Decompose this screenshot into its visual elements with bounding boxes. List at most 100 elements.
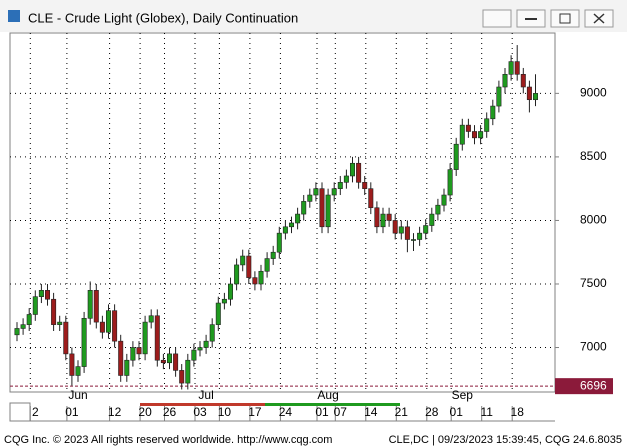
month-label: Jul <box>198 388 213 402</box>
candle-body <box>44 290 50 300</box>
candle-body <box>453 143 459 170</box>
candle-body <box>63 321 69 355</box>
candle-body <box>514 61 520 75</box>
candle-body <box>124 359 130 376</box>
candle-body <box>441 194 447 206</box>
month-label: Jun <box>68 388 87 402</box>
candle-body <box>106 310 112 333</box>
candle-body <box>38 290 44 297</box>
candle-body <box>429 213 435 226</box>
x-tick-label: 18 <box>511 405 525 419</box>
close-glyph <box>593 13 605 24</box>
candle-body <box>112 310 118 342</box>
candle-body <box>368 188 374 209</box>
price-tag-label: 6696 <box>580 378 607 392</box>
candle-body <box>374 207 380 228</box>
candle-body <box>484 118 490 132</box>
candle-body <box>404 226 410 240</box>
x-tick-label: 01 <box>65 405 79 419</box>
candle-body <box>203 340 209 348</box>
x-tick-label: 01 <box>315 405 329 419</box>
candle-body <box>14 328 20 336</box>
candle-body <box>130 347 136 361</box>
candle-body <box>228 283 234 300</box>
candle-body <box>32 296 38 315</box>
candle-body <box>276 232 282 253</box>
candle-body <box>532 93 538 101</box>
y-tick-label: 9000 <box>580 86 607 100</box>
candle-body <box>142 321 148 355</box>
month-label: Aug <box>317 388 338 402</box>
candle-body <box>118 340 124 376</box>
candle-body <box>154 315 160 361</box>
candle-body <box>148 315 154 323</box>
candle-body <box>356 162 362 183</box>
candle-body <box>270 251 276 259</box>
maximize-button[interactable] <box>550 9 580 28</box>
candle-body <box>20 324 26 329</box>
candle-body <box>337 182 343 189</box>
maximize-glyph <box>559 13 571 24</box>
period-bar-red <box>140 403 265 406</box>
candle-body <box>258 270 264 285</box>
candle-body <box>502 74 508 88</box>
x-tick-label: 28 <box>425 405 439 419</box>
y-tick-label: 7500 <box>580 276 607 290</box>
candle-body <box>447 169 453 196</box>
x-tick-label: 2 <box>32 405 39 419</box>
candle-body <box>99 321 105 333</box>
candle-body <box>240 255 246 266</box>
candle-body <box>26 314 32 325</box>
x-tick-label: 07 <box>334 405 348 419</box>
candle-body <box>288 222 294 228</box>
candle-body <box>81 317 87 367</box>
link-button[interactable] <box>482 9 512 28</box>
candle-body <box>380 213 386 228</box>
candle-body <box>526 86 532 101</box>
candle-body <box>331 188 337 196</box>
candle-body <box>173 353 179 371</box>
candle-body <box>246 255 252 278</box>
candle-body <box>325 194 331 228</box>
candle-body <box>252 277 258 285</box>
candle-body <box>319 188 325 228</box>
x-tick-label: 10 <box>218 405 232 419</box>
candle-body <box>349 162 355 177</box>
candle-body <box>234 264 240 285</box>
candle-body <box>362 182 368 189</box>
x-tick-label: 17 <box>248 405 262 419</box>
candle-body <box>465 124 471 132</box>
candle-body <box>478 131 484 139</box>
x-tick-label: 24 <box>279 405 293 419</box>
footer-right: CLE,DC | 09/23/2023 15:39:45, CQG 24.6.8… <box>389 434 622 446</box>
candle-body <box>75 366 81 376</box>
candle-body <box>313 188 319 196</box>
candle-body <box>435 204 441 215</box>
candle-body <box>496 86 502 107</box>
y-tick-label: 7000 <box>580 340 607 354</box>
candle-body <box>93 290 99 323</box>
candle-body <box>264 258 270 272</box>
x-tick-label: 14 <box>364 405 378 419</box>
candle-body <box>295 213 301 224</box>
candle-body <box>392 220 398 234</box>
plot-area <box>9 32 556 393</box>
candle-body <box>221 298 227 304</box>
candle-body <box>508 61 514 75</box>
candle-body <box>160 359 166 364</box>
candle-body <box>490 105 496 120</box>
candle-body <box>417 232 423 240</box>
candle-body <box>282 226 288 234</box>
candle-body <box>209 324 215 342</box>
candle-body <box>167 353 173 364</box>
axis-box <box>9 402 31 422</box>
price-tag <box>555 378 613 395</box>
x-tick-label: 12 <box>108 405 122 419</box>
candle-body <box>471 131 477 139</box>
candle-body <box>69 353 75 376</box>
period-bar-green <box>265 403 400 406</box>
candle-body <box>343 175 349 183</box>
candle-body <box>136 347 142 355</box>
